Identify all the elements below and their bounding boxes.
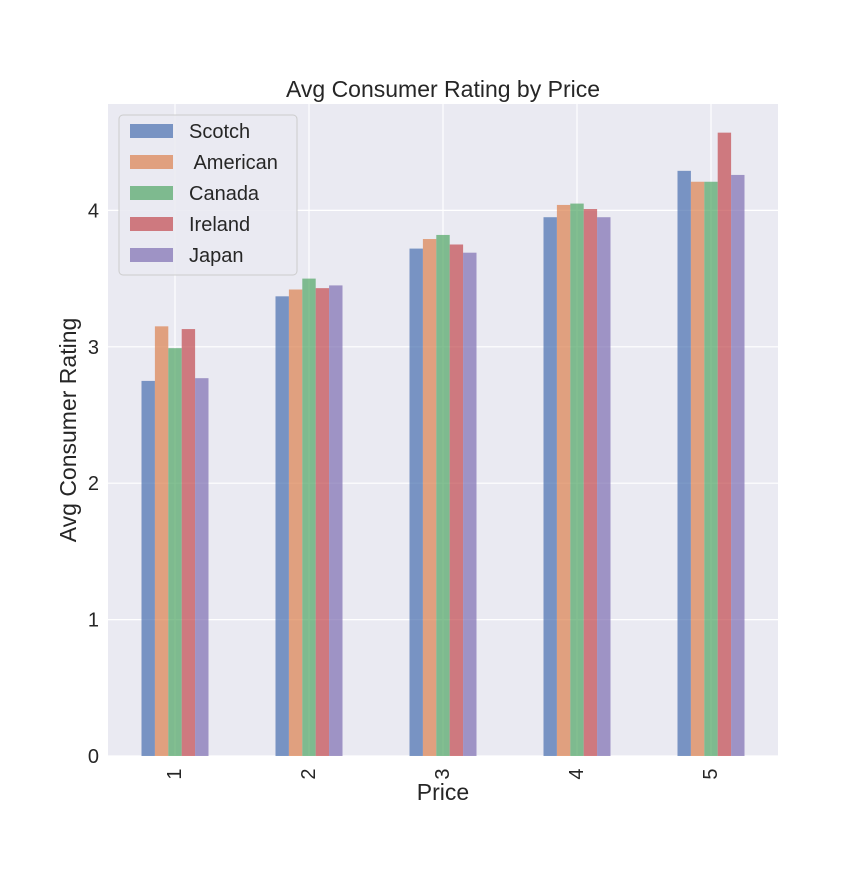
chart-title: Avg Consumer Rating by Price: [286, 76, 600, 102]
bar-scotch-4: [543, 217, 557, 757]
bar-american-4: [556, 204, 571, 756]
y-tick-label: 2: [88, 473, 99, 495]
legend-label: Canada: [189, 183, 260, 205]
bar-japan-1: [195, 378, 209, 756]
legend-swatch: [130, 217, 173, 231]
bar-canada-4: [570, 203, 584, 756]
bar-canada-5: [704, 181, 718, 756]
bar-japan-3: [463, 252, 477, 756]
x-tick-label: 4: [566, 768, 588, 779]
y-axis-label: Avg Consumer Rating: [55, 318, 81, 543]
bar-japan-2: [329, 285, 343, 756]
bar-ireland-4: [583, 209, 598, 756]
y-tick-labels: 0 1 2 3 4: [88, 200, 99, 768]
bar-scotch-5: [677, 170, 691, 757]
legend-label: Ireland: [189, 214, 250, 236]
x-axis-label: Price: [417, 779, 469, 805]
legend-swatch: [130, 186, 173, 200]
y-tick-label: 4: [88, 200, 99, 222]
x-tick-label: 2: [298, 768, 320, 779]
bar-canada-3: [436, 234, 450, 756]
bar-scotch-2: [275, 296, 289, 756]
legend-label: American: [189, 152, 278, 174]
bar-american-5: [690, 181, 705, 756]
legend-label: Japan: [189, 245, 244, 267]
bar-ireland-5: [717, 132, 732, 756]
bar-ireland-2: [315, 288, 330, 756]
bar-american-1: [154, 326, 169, 756]
y-tick-label: 3: [88, 337, 99, 359]
bar-canada-2: [302, 278, 316, 756]
x-tick-label: 1: [164, 768, 186, 779]
bars-group: [141, 132, 745, 757]
bar-canada-1: [168, 348, 182, 756]
bar-ireland-1: [181, 329, 196, 756]
legend-swatch: [130, 155, 173, 169]
bar-scotch-1: [141, 380, 155, 756]
bar-american-2: [288, 289, 303, 756]
bar-american-3: [422, 239, 437, 756]
x-tick-label: 5: [700, 768, 722, 779]
y-tick-label: 1: [88, 610, 99, 632]
legend-swatch: [130, 124, 173, 138]
bar-scotch-3: [409, 248, 423, 757]
y-tick-label: 0: [88, 746, 99, 768]
legend: Scotch American Canada Ireland Japan: [118, 114, 298, 276]
legend-swatch: [130, 248, 173, 262]
bar-japan-5: [731, 174, 745, 757]
bar-japan-4: [597, 217, 611, 757]
legend-label: Scotch: [189, 121, 250, 143]
bar-ireland-3: [449, 244, 464, 757]
x-tick-labels: 1 2 3 4 5: [164, 768, 722, 779]
x-tick-label: 3: [432, 768, 454, 779]
